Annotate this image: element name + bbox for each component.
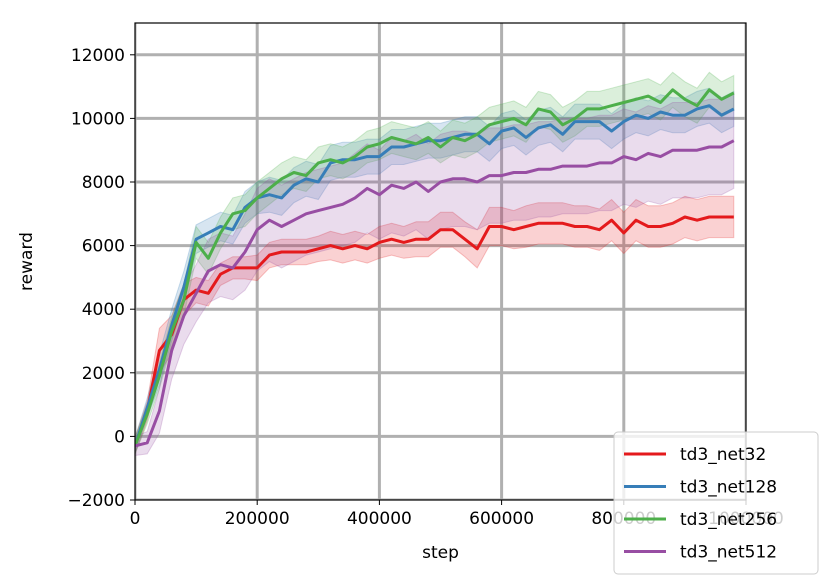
y-axis-label: reward xyxy=(17,232,37,291)
legend-box xyxy=(613,431,819,575)
x-tick-label: 600000 xyxy=(469,509,534,529)
line-td3_net256 xyxy=(135,88,735,447)
y-tick-label: 12000 xyxy=(71,46,125,66)
line-td3_net32 xyxy=(135,215,734,447)
confidence-bands xyxy=(135,71,735,457)
y-tick-label: 0 xyxy=(114,427,125,447)
plot-frame xyxy=(134,22,747,501)
y-tick-label: 4000 xyxy=(82,300,125,320)
x-axis-label: step xyxy=(422,543,459,563)
band-td3_net128 xyxy=(135,87,735,455)
y-tick-label: 10000 xyxy=(71,109,125,129)
legend-label: td3_net128 xyxy=(680,478,777,498)
band-td3_net512 xyxy=(135,92,735,457)
x-tick-label: 400000 xyxy=(347,509,412,529)
legend-label: td3_net32 xyxy=(680,445,766,465)
x-tick-label: 0 xyxy=(130,509,141,529)
y-tick-label: 2000 xyxy=(82,364,125,384)
legend-label: td3_net512 xyxy=(680,543,777,563)
series-lines xyxy=(135,88,735,448)
legend: td3_net32 td3_net128 td3_net256 td3_net512 xyxy=(613,431,819,575)
y-tick-label: 8000 xyxy=(82,173,125,193)
x-tick-label: 200000 xyxy=(225,509,290,529)
y-axis-ticks: −2000 0 2000 4000 6000 8000 10000 12000 xyxy=(67,46,135,511)
band-td3_net32 xyxy=(135,195,735,455)
line-td3_net512 xyxy=(135,139,735,448)
legend-label: td3_net256 xyxy=(680,510,777,530)
y-tick-label: −2000 xyxy=(67,491,125,511)
y-tick-label: 6000 xyxy=(82,237,125,257)
